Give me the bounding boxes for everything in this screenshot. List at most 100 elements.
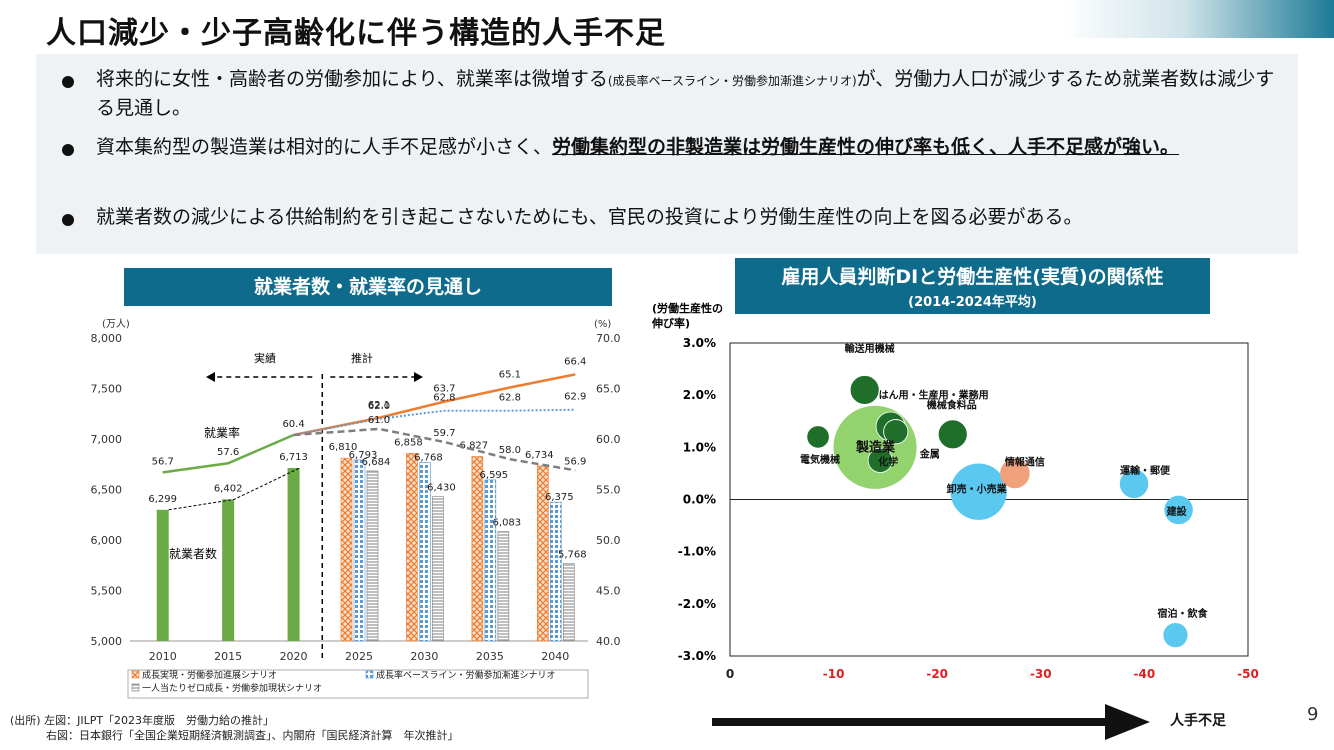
x-tick-label: 2015 (214, 650, 242, 663)
bubble-化学 (867, 447, 893, 473)
bubble-宿泊・飲食 (1163, 623, 1188, 648)
x-tick-label: 2010 (149, 650, 177, 663)
summary-bullet-2: 資本集約型の製造業は相対的に人手不足感が小さく、労働集約型の非製造業は労働生産性… (62, 134, 1277, 161)
y-axis-label-line1: (労働生産性の (652, 301, 723, 315)
bar-actual-2015 (222, 499, 235, 641)
page-title: 人口減少・少子高齢化に伴う構造的人手不足 (46, 16, 666, 51)
actual-employment-trend (168, 467, 300, 511)
y-tick-label: 2.0% (683, 388, 716, 402)
left-y-tick-label: 7,500 (91, 383, 123, 396)
bullet1-note: (成長率ベースライン・労働参加漸進シナリオ) (607, 74, 857, 88)
employment-chart: 5,000 5,500 6,000 6,500 7,000 7,500 8,000 40.0 4… (91, 318, 621, 699)
point-label-建設: 建設 (1166, 505, 1188, 518)
page-number: 9 (1307, 704, 1319, 725)
bar-label-actual: 6,402 (214, 483, 243, 494)
rate-actual-line (162, 433, 295, 474)
left-chart-title: 就業者数・就業率の見通し (124, 268, 612, 306)
bubble-機械食料品 (937, 419, 968, 450)
bar-scenario-2-2030 (419, 462, 431, 642)
rate-label-scenario-3: 61.0 (368, 415, 390, 426)
right-y-tick-label: 60.0 (596, 433, 621, 446)
bar-label-scenario-1: 6,858 (394, 437, 423, 448)
y-tick-label: 3.0% (683, 336, 716, 350)
bubble-情報通信 (1000, 458, 1030, 489)
legend-box (127, 669, 589, 699)
point-label-宿泊・飲食: 宿泊・飲食 (1157, 607, 1208, 620)
right-y-tick-label: 40.0 (596, 635, 621, 648)
x-tick-label: 2030 (410, 650, 438, 663)
bar-label-scenario-2: 6,793 (349, 450, 378, 461)
bar-scenario-2-2035 (484, 479, 497, 642)
y-tick-label: 1.0% (683, 440, 716, 454)
bar-scenario-1-2030 (406, 453, 418, 642)
rate-line-scenario-2 (293, 408, 576, 436)
estimate-arrow-head (414, 372, 423, 382)
x-tick-label: 2040 (541, 650, 569, 663)
right-chart-title: 雇用人員判断DIと労働生産性(実質)の関係性 (781, 266, 1164, 288)
bar-label-actual: 6,713 (279, 452, 308, 463)
bar-label-scenario-2: 6,768 (414, 452, 443, 463)
bullet1-main: 将来的に女性・高齢者の労働参加により、就業率は微増する (96, 68, 608, 90)
rate-label-actual: 57.6 (217, 447, 239, 458)
period-label-estimate: 推計 (351, 351, 373, 365)
point-label-輸送用機械: 輸送用機械 (845, 342, 895, 355)
y-axis-label-line2: 伸び率) (651, 316, 690, 330)
summary-bullet-3: 就業者数の減少による供給制約を引き起こさないためにも、官民の投資により労働生産性… (62, 204, 1277, 231)
right-chart-title-box: 雇用人員判断DIと労働生産性(実質)の関係性 (2014-2024年平均) (735, 258, 1210, 314)
point-label-機械食料品: 機械食料品 (927, 398, 977, 411)
period-label-actual: 実績 (254, 351, 276, 365)
x-tick-label: 0 (726, 667, 734, 681)
bullet3-text: 就業者数の減少による供給制約を引き起こさないためにも、官民の投資により労働生産性… (96, 206, 1083, 228)
right-y-tick-label: 55.0 (596, 484, 621, 497)
actual-arrow-head (206, 372, 215, 382)
point-label-運輸・郵便: 運輸・郵便 (1120, 464, 1171, 477)
x-tick-label: -20 (926, 667, 948, 681)
left-y-tick-label: 6,000 (91, 534, 123, 547)
bullet2-emphasis: 労働集約型の非製造業は労働生産性の伸び率も低く、人手不足感が強い。 (552, 136, 1180, 158)
bar-scenario-1-2025 (340, 457, 353, 642)
left-y-tick-label: 8,000 (91, 332, 123, 345)
rate-label-scenario-1: 66.4 (564, 356, 586, 367)
bubble-運輸・郵便 (1119, 469, 1149, 499)
shortage-arrow (712, 704, 1150, 740)
bar-scenario-3-2030 (432, 496, 444, 642)
point-label-化学: 化学 (878, 455, 898, 468)
rate-label-scenario-1: 63.7 (433, 384, 455, 395)
left-y-unit-label: (万人) (102, 318, 130, 330)
bar-scenario-1-2035 (471, 456, 484, 642)
bar-label-scenario-3: 6,430 (427, 483, 456, 494)
bar-scenario-2-2040 (549, 501, 562, 642)
x-tick-label: -30 (1030, 667, 1052, 681)
source-line-1: (出所) 左図：JILPT「2023年度版 労働力給の推計」 (10, 714, 275, 727)
bar-actual-2010 (156, 509, 169, 641)
bar-label-scenario-1: 6,810 (329, 442, 358, 453)
y-tick-label: -2.0% (678, 597, 716, 611)
bar-scenario-3-2035 (497, 531, 510, 642)
rate-line-scenario-3 (293, 427, 576, 472)
legend-swatch-3 (131, 683, 140, 692)
rate-label-scenario-2: 62.8 (499, 393, 521, 404)
summary-box: 将来的に女性・高齢者の労働参加により、就業率は微増する(成長率ベースライン・労働… (36, 54, 1298, 254)
rate-label-scenario-1: 62.1 (368, 400, 390, 411)
bubble-金属 (883, 419, 909, 445)
bar-label-scenario-2: 6,595 (480, 470, 509, 481)
rate-label-scenario-2: 62.0 (368, 401, 390, 412)
rate-line-scenario-1 (293, 373, 576, 437)
bubble-卸売・小売業 (950, 463, 1007, 520)
bar-label-scenario-3: 5,768 (558, 549, 587, 560)
summary-bullet-1: 将来的に女性・高齢者の労働参加により、就業率は微増する(成長率ベースライン・労働… (62, 66, 1277, 122)
x-tick-label: -50 (1237, 667, 1259, 681)
right-y-tick-label: 50.0 (596, 534, 621, 547)
rate-label-actual: 60.4 (282, 419, 304, 430)
bar-scenario-3-2025 (366, 470, 379, 642)
point-label-はん用・生産用・業務用: はん用・生産用・業務用 (879, 388, 989, 401)
bar-scenario-2-2025 (353, 459, 366, 642)
rate-label-scenario-1: 65.1 (499, 369, 521, 380)
right-chart-subtitle: (2014-2024年平均) (908, 295, 1037, 310)
x-tick-label: -10 (823, 667, 845, 681)
right-y-tick-label: 45.0 (596, 585, 621, 598)
bar-label-scenario-3: 6,684 (362, 457, 391, 468)
bubble-輸送用機械 (849, 375, 880, 405)
y-tick-label: -1.0% (678, 545, 716, 559)
right-y-unit-label: (%) (594, 319, 611, 330)
